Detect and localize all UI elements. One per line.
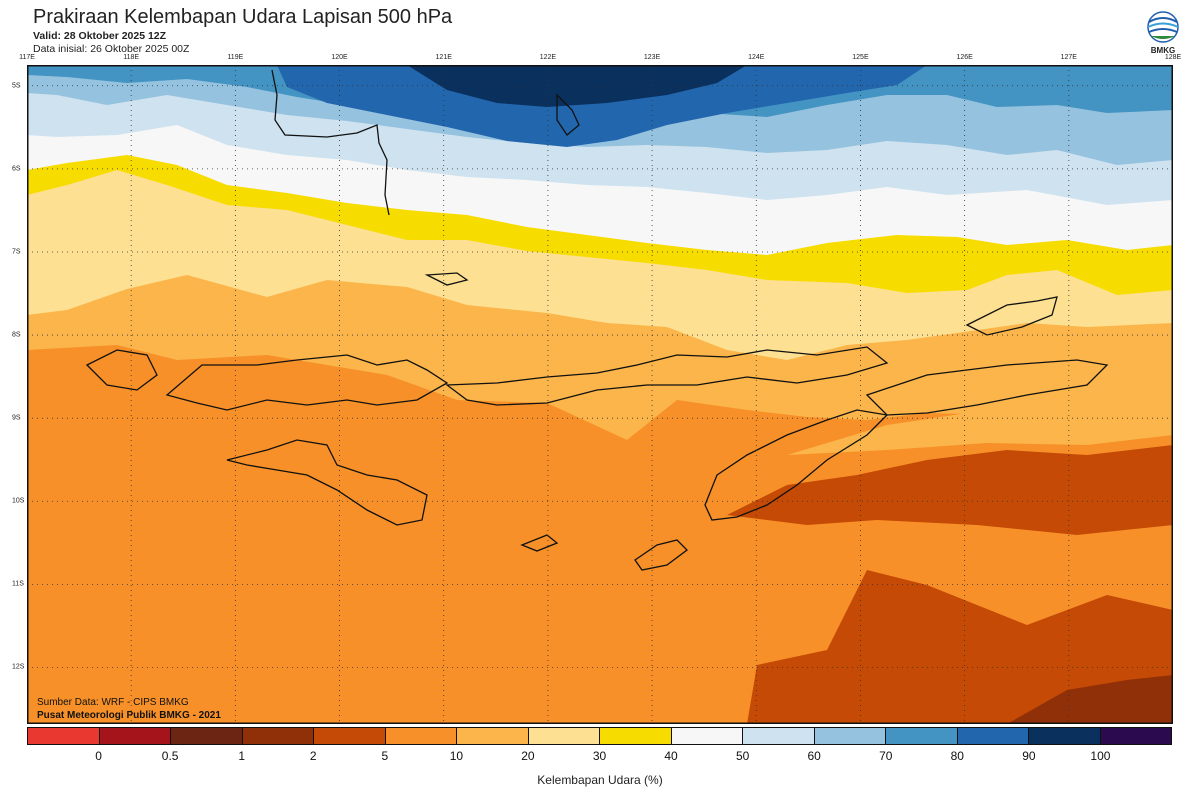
coast-flores <box>445 346 889 406</box>
colorbar-segment <box>957 728 1029 744</box>
field-dark-south <box>747 570 1173 724</box>
lon-label: 119E <box>227 54 244 61</box>
coast-flores-sea-islands <box>424 272 469 286</box>
data-source: Sumber Data: WRF - CIPS BMKG <box>37 697 189 708</box>
lon-label: 121E <box>435 54 452 61</box>
init-time: Data inisial: 26 Oktober 2025 00Z <box>33 43 190 55</box>
map-title: Prakiraan Kelembapan Udara Lapisan 500 h… <box>33 6 453 28</box>
field-dark-blue <box>277 65 927 147</box>
graticule <box>27 65 1173 724</box>
colorbar-tick: 40 <box>664 749 678 763</box>
colorbar-segment <box>457 728 529 744</box>
colorbar-tick: 0 <box>95 749 102 763</box>
coast-sumbawa <box>165 354 449 411</box>
lat-label: 12S <box>12 663 25 671</box>
lat-label: 11S <box>12 580 24 588</box>
colorbar-segment <box>242 728 314 744</box>
coast-sulawesi-south <box>271 69 390 216</box>
lon-label: 125E <box>852 54 869 61</box>
coast-timor-sea-outline <box>865 359 1109 416</box>
humidity-map <box>27 65 1173 724</box>
colorbar-tick: 0.5 <box>161 749 179 763</box>
colorbar-segment <box>671 728 743 744</box>
coast-timor <box>704 409 889 521</box>
bmkg-logo-icon: BMKG <box>1147 11 1179 55</box>
lat-label: 10S <box>12 497 25 505</box>
lon-label: 118E <box>123 54 140 61</box>
colorbar-segment <box>99 728 171 744</box>
lon-label: 127E <box>1060 54 1077 61</box>
colorbar-tick: 90 <box>1022 749 1036 763</box>
lon-label: 120E <box>331 54 348 61</box>
lon-label: 117E <box>19 54 35 61</box>
colorbar-segment <box>886 728 958 744</box>
colorbar-tick: 100 <box>1090 749 1111 763</box>
colorbar-segment <box>1029 728 1101 744</box>
colorbar-segment <box>600 728 672 744</box>
coast-sabu <box>520 534 559 552</box>
colorbar-tick: 1 <box>238 749 246 763</box>
coast-rote <box>634 539 688 571</box>
colorbar-label: Kelembapan Udara (%) <box>537 773 663 787</box>
lon-label: 122E <box>539 54 557 61</box>
field-brown-corner <box>1007 675 1173 724</box>
coastlines <box>85 69 1109 571</box>
colorbar-tick: 2 <box>309 749 317 763</box>
colorbar-tick: 20 <box>521 749 535 763</box>
lat-label: 5S <box>12 82 21 90</box>
colorbar-segment <box>385 728 457 744</box>
lat-label: 8S <box>12 331 21 339</box>
coast-sumba <box>226 439 428 526</box>
colorbar-segment <box>28 728 100 744</box>
valid-time: Valid: 28 Oktober 2025 12Z <box>33 30 167 42</box>
field-dark-east <box>727 445 1173 535</box>
lat-label: 9S <box>12 414 21 422</box>
colorbar-tick: 70 <box>879 749 893 763</box>
coast-wetar <box>965 296 1058 336</box>
lon-label: 128E <box>1164 54 1182 61</box>
colorbar-tick: 50 <box>735 749 750 763</box>
colorbar-segment <box>528 728 600 744</box>
colorbar-segment <box>314 728 386 744</box>
lat-label: 7S <box>12 248 21 256</box>
colorbar-segment <box>743 728 815 744</box>
coast-buton <box>556 93 580 136</box>
logo-text: BMKG <box>1151 46 1175 55</box>
field-light-orange-right <box>787 405 1173 455</box>
colorbar-tick: 80 <box>950 749 964 763</box>
credit-org: Pusat Meteorologi Publik BMKG - 2021 <box>37 710 221 721</box>
colorbar-segment <box>171 728 243 744</box>
lon-label: 124E <box>748 54 765 61</box>
colorbar-tick: 60 <box>807 749 821 763</box>
colorbar-tick: 30 <box>592 749 607 763</box>
map-frame <box>27 65 1173 724</box>
lon-label: 126E <box>956 54 973 61</box>
colorbar-tick: 10 <box>449 749 464 763</box>
lat-label: 6S <box>12 165 21 173</box>
colorbar-tick: 5 <box>381 749 389 763</box>
lon-label: 123E <box>643 54 661 61</box>
coast-lombok <box>85 349 158 391</box>
colorbar <box>27 727 1172 745</box>
colorbar-segment <box>1100 728 1171 744</box>
colorbar-segment <box>814 728 886 744</box>
